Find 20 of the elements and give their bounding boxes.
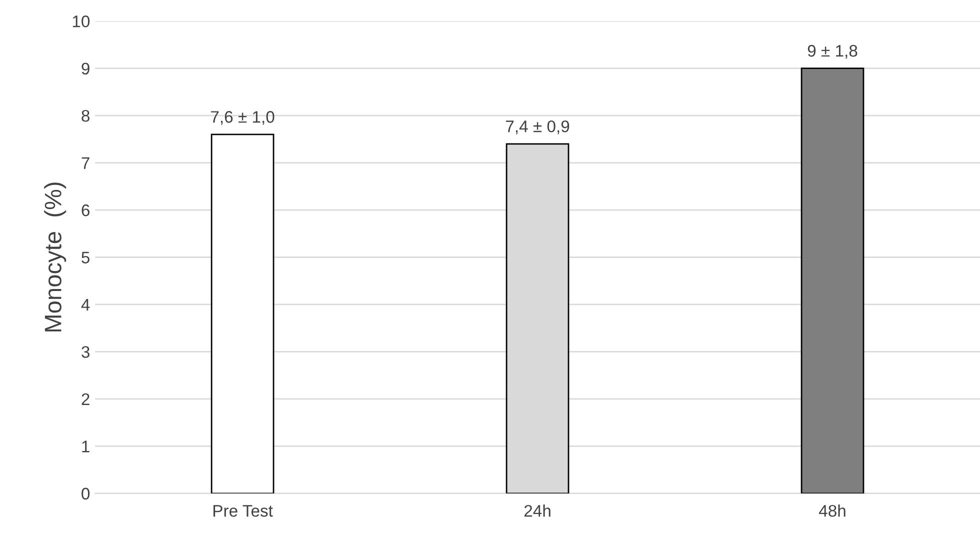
y-tick-label: 10 [72,16,90,28]
x-tick-label: 48h [818,504,846,517]
y-tick-label: 8 [82,110,90,122]
y-tick-label: 0 [82,488,90,500]
y-tick-label: 6 [82,204,90,216]
y-axis-title: Monocyte (%) [44,182,66,332]
data-label: 7,4 ± 0,9 [506,120,570,134]
x-tick-label: 24h [524,504,550,517]
y-tick-label: 7 [82,157,90,169]
bar [210,134,274,494]
x-tick-label: Pre Test [214,505,273,517]
y-tick-label: 4 [81,299,90,311]
y-tick-label: 5 [82,252,90,264]
bar [800,68,864,494]
y-tick-label: 2 [82,393,90,405]
y-tick-label: 9 [82,62,90,75]
data-label: 9 ± 1,8 [808,44,858,59]
data-label: 7,6 ± 1,0 [211,111,274,125]
y-tick-label: 3 [82,346,90,358]
y-tick-label: 1 [82,440,90,452]
